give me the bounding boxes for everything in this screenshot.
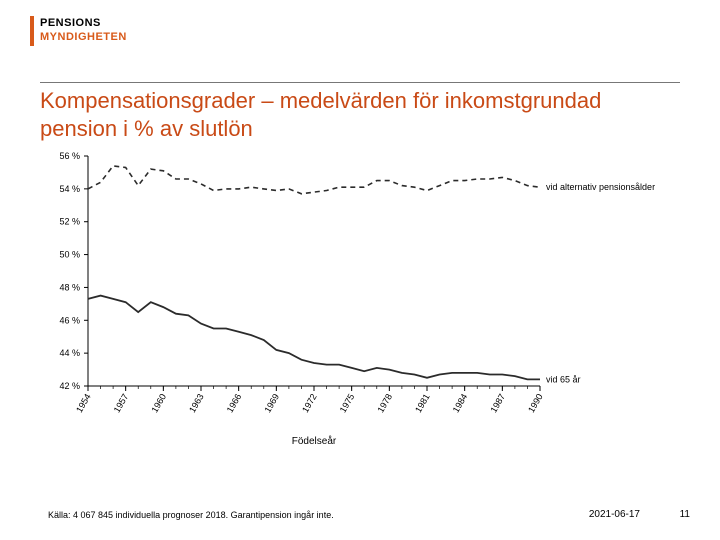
- x-tick-label: 1963: [187, 392, 206, 414]
- page-title: Kompensationsgrader – medelvärden för in…: [40, 82, 680, 142]
- y-tick-label: 46 %: [59, 315, 80, 325]
- brand-logo: PENSIONS MYNDIGHETEN: [30, 16, 127, 46]
- x-tick-label: 1975: [338, 392, 357, 414]
- y-tick-label: 54 %: [59, 184, 80, 194]
- chart-svg: 42 % 44 % 46 % 48 % 50 % 52 % 54 % 56 % 1954 1957…: [40, 150, 670, 450]
- footer-page-number: 11: [680, 509, 690, 520]
- x-tick-label: 1966: [225, 392, 244, 414]
- brand-line2: MYNDIGHETEN: [40, 30, 127, 44]
- x-tick-label: 1954: [74, 392, 93, 414]
- series-label: vid 65 år: [546, 374, 581, 384]
- y-tick-label: 42 %: [59, 381, 80, 391]
- line-chart: 42 % 44 % 46 % 48 % 50 % 52 % 54 % 56 % 1954 1957…: [40, 150, 670, 450]
- series-label: vid alternativ pensionsålder: [546, 182, 655, 192]
- x-tick-label: 1969: [262, 392, 281, 414]
- footer-date: 2021-06-17: [589, 509, 640, 520]
- brand-text: PENSIONS MYNDIGHETEN: [40, 16, 127, 45]
- y-tick-label: 50 %: [59, 250, 80, 260]
- brand-line1: PENSIONS: [40, 16, 127, 30]
- brand-accent-bar: [30, 16, 34, 46]
- x-tick-label: 1990: [526, 392, 545, 414]
- series-line: [88, 166, 540, 194]
- y-tick-label: 44 %: [59, 348, 80, 358]
- x-tick-label: 1984: [451, 392, 470, 414]
- x-tick-label: 1981: [413, 392, 432, 414]
- y-tick-label: 56 %: [59, 151, 80, 161]
- x-axis-label: Födelseår: [292, 435, 337, 447]
- x-tick-label: 1972: [300, 392, 319, 414]
- footer-source: Källa: 4 067 845 individuella prognoser …: [48, 510, 334, 520]
- y-tick-label: 48 %: [59, 282, 80, 292]
- x-tick-label: 1978: [375, 392, 394, 414]
- x-tick-label: 1957: [112, 392, 131, 414]
- x-tick-label: 1960: [149, 392, 168, 414]
- y-tick-label: 52 %: [59, 217, 80, 227]
- series-line: [88, 296, 540, 380]
- x-tick-label: 1987: [488, 392, 507, 414]
